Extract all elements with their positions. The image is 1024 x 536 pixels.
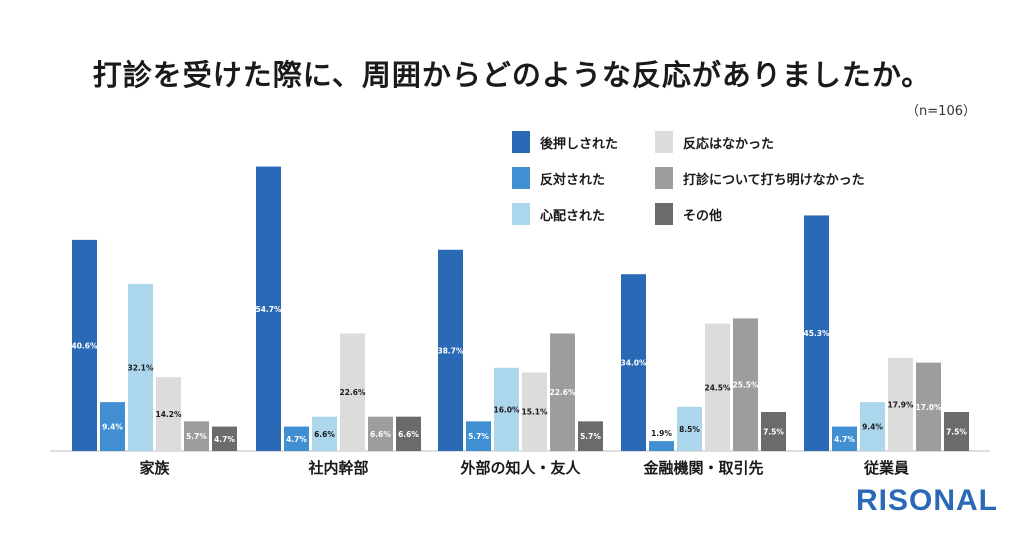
bar-1-2: [312, 416, 337, 451]
bar-2-4: [550, 333, 575, 451]
value-label-1-3: 22.6%: [339, 388, 366, 397]
value-label-4-1: 4.7%: [834, 435, 855, 444]
category-label-0: 家族: [139, 459, 170, 477]
value-label-2-0: 38.7%: [437, 346, 464, 355]
bar-3-1: [649, 441, 674, 451]
bar-4-0: [804, 215, 829, 451]
legend-swatch-1: [512, 167, 530, 189]
bar-1-0: [256, 166, 281, 451]
value-label-4-5: 7.5%: [946, 428, 967, 437]
legend-label-3: 反応はなかった: [683, 136, 775, 152]
bar-3-4: [733, 318, 758, 451]
category-label-4: 従業員: [863, 459, 909, 477]
bar-0-0: [72, 239, 97, 451]
bar-0-4: [184, 421, 209, 451]
legend-item-3: 反応はなかった: [655, 130, 774, 154]
value-label-1-4: 6.6%: [370, 430, 391, 439]
legend-item-1: 反対された: [512, 166, 605, 190]
legend-swatch-0: [512, 131, 530, 153]
bar-2-2: [494, 367, 519, 451]
value-label-1-1: 4.7%: [286, 435, 307, 444]
value-label-0-1: 9.4%: [102, 423, 123, 432]
legend-swatch-4: [655, 167, 673, 189]
bar-2-1: [466, 421, 491, 451]
bar-2-0: [438, 249, 463, 451]
value-label-1-0: 54.7%: [255, 305, 282, 314]
bar-1-3: [340, 333, 365, 451]
value-label-4-4: 17.0%: [915, 403, 942, 412]
bar-4-5: [944, 412, 969, 451]
value-label-2-5: 5.7%: [580, 432, 601, 441]
category-label-3: 金融機関・取引先: [642, 459, 763, 477]
bar-4-2: [860, 402, 885, 451]
bar-0-3: [156, 377, 181, 451]
legend-item-5: その他: [655, 202, 722, 226]
value-label-3-0: 34.0%: [620, 359, 647, 368]
legend-label-0: 後押しされた: [540, 136, 619, 152]
legend-label-4: 打診について打ち明けなかった: [683, 172, 865, 188]
value-label-2-1: 5.7%: [468, 432, 489, 441]
legend-label-5: その他: [683, 208, 723, 224]
value-label-3-5: 7.5%: [763, 428, 784, 437]
value-label-2-3: 15.1%: [521, 408, 548, 417]
bar-3-5: [761, 412, 786, 451]
bar-3-3: [705, 323, 730, 451]
risonal-logo: RISONAL: [856, 484, 998, 517]
bar-4-3: [888, 357, 913, 451]
value-label-4-0: 45.3%: [803, 329, 830, 338]
bar-4-4: [916, 362, 941, 451]
bar-1-1: [284, 426, 309, 451]
sample-size: （n=106）: [906, 104, 976, 119]
legend: 後押しされた 反対された 心配された 反応はなかった 打診について打ち明けなかっ…: [512, 130, 942, 230]
value-label-0-5: 4.7%: [214, 435, 235, 444]
value-label-0-4: 5.7%: [186, 432, 207, 441]
category-label-2: 外部の知人・友人: [459, 459, 581, 477]
value-label-3-4: 25.5%: [732, 381, 759, 390]
chart-title: 打診を受けた際に、周囲からどのような反応がありましたか。: [92, 58, 932, 92]
bar-0-1: [100, 402, 125, 451]
value-label-2-4: 22.6%: [549, 388, 576, 397]
value-label-2-2: 16.0%: [493, 405, 520, 414]
value-label-1-5: 6.6%: [398, 430, 419, 439]
bar-2-3: [522, 372, 547, 451]
category-label-1: 社内幹部: [307, 459, 368, 477]
legend-swatch-2: [512, 203, 530, 225]
value-label-4-2: 9.4%: [862, 423, 883, 432]
legend-label-2: 心配された: [540, 208, 606, 224]
legend-label-1: 反対された: [540, 172, 606, 188]
value-label-0-3: 14.2%: [155, 410, 182, 419]
value-label-3-1: 1.9%: [651, 429, 672, 438]
value-label-0-0: 40.6%: [71, 341, 98, 350]
value-label-3-3: 24.5%: [704, 383, 731, 392]
value-label-4-3: 17.9%: [887, 400, 914, 409]
value-label-3-2: 8.5%: [679, 425, 700, 434]
bar-2-5: [578, 421, 603, 451]
legend-item-4: 打診について打ち明けなかった: [655, 166, 865, 190]
value-label-0-2: 32.1%: [127, 364, 154, 373]
legend-item-0: 後押しされた: [512, 130, 618, 154]
legend-item-2: 心配された: [512, 202, 605, 226]
bar-3-0: [621, 274, 646, 451]
bar-1-5: [396, 416, 421, 451]
bar-0-5: [212, 426, 237, 451]
legend-swatch-3: [655, 131, 673, 153]
bar-0-2: [128, 284, 153, 451]
bar-4-1: [832, 426, 857, 451]
bar-3-2: [677, 406, 702, 451]
value-label-1-2: 6.6%: [314, 430, 335, 439]
bar-1-4: [368, 416, 393, 451]
legend-swatch-5: [655, 203, 673, 225]
